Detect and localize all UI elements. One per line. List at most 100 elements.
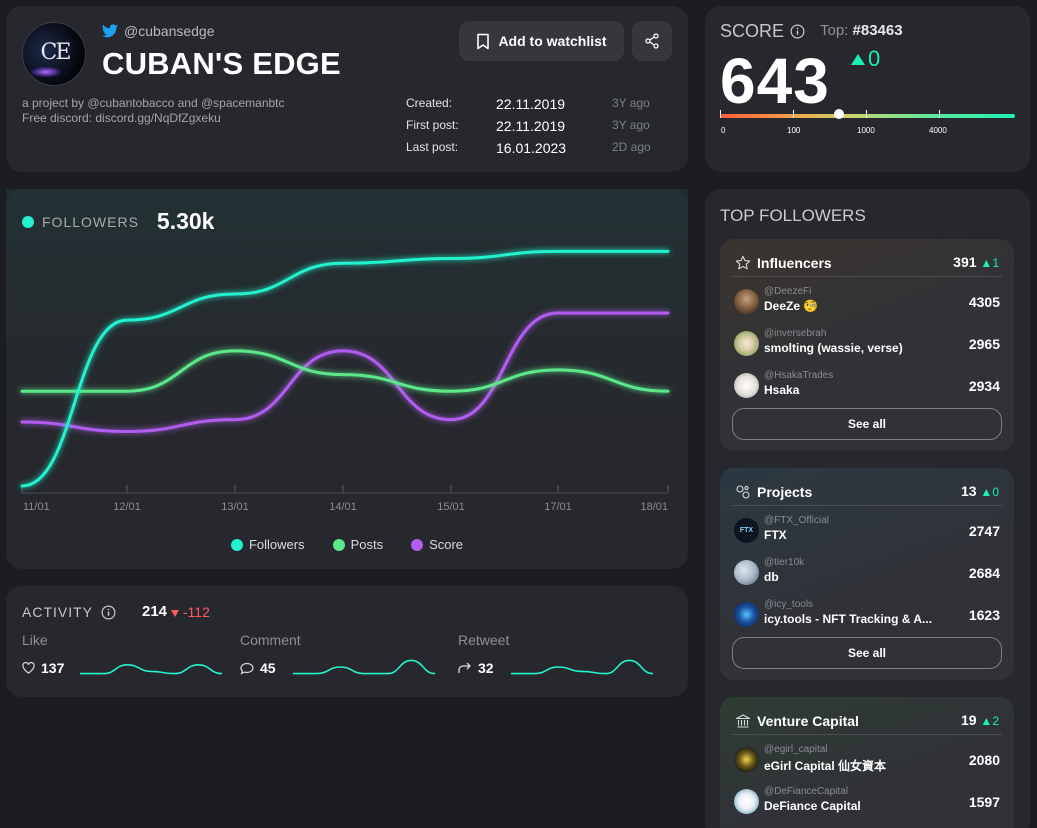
follower-handle: @HsakaTrades [764, 370, 834, 381]
created-label: Created: [406, 96, 453, 110]
comment-sparkline [292, 659, 436, 675]
sparkline-path [292, 659, 436, 675]
series-line-followers [20, 249, 670, 488]
chart-background [6, 189, 688, 489]
activity-header: ACTIVITY [22, 604, 116, 620]
legend-score[interactable]: Score [411, 537, 463, 552]
twitter-handle[interactable]: @cubansedge [102, 23, 215, 39]
divider [732, 276, 1002, 277]
followers-header: FOLLOWERS 5.30k [22, 208, 214, 235]
see-all-button[interactable]: See all [732, 637, 1002, 669]
score-delta-value: 0 [868, 46, 881, 71]
like-label: Like [22, 632, 48, 648]
legend-label: Posts [350, 537, 384, 552]
scale-tick [866, 110, 867, 118]
scale-tick [720, 110, 721, 118]
follower-name: FTX [764, 528, 787, 542]
avatar-text: CE [40, 40, 72, 65]
comment-label: Comment [240, 632, 301, 648]
follower-row[interactable]: FTX @FTX_Official FTX 2747 [734, 514, 1000, 550]
retweet-count-value: 32 [478, 660, 494, 676]
follower-row[interactable]: @icy_tools icy.tools - NFT Tracking & A.… [734, 598, 1000, 634]
top-rank-label: Top: [820, 22, 849, 39]
follower-handle: @inversebrah [764, 328, 827, 339]
follower-row[interactable]: @DeFianceCapital DeFiance Capital 1597 [734, 785, 1000, 821]
add-to-watchlist-button[interactable]: Add to watchlist [459, 21, 624, 61]
description-line-1: a project by @cubantobacco and @spaceman… [22, 96, 285, 110]
share-icon [645, 33, 659, 49]
divider [732, 734, 1002, 735]
follower-handle: @DeFianceCapital [764, 786, 849, 797]
retweet-icon [458, 662, 471, 673]
follower-score: 2747 [968, 523, 1000, 539]
comment-icon [240, 662, 254, 675]
first-post-row: First post: 22.11.2019 3Y ago [406, 116, 666, 138]
activity-comment: Comment 45 [240, 632, 440, 692]
x-tick-label: 12/01 [113, 501, 141, 513]
avatar [734, 331, 759, 356]
heart-icon [22, 662, 35, 674]
last-post-ago: 2D ago [612, 140, 651, 154]
x-tick-label: 15/01 [437, 501, 465, 513]
x-tick-label: 17/01 [544, 501, 572, 513]
bookmark-icon [477, 33, 490, 49]
group-count-value: 19 [960, 712, 977, 728]
follower-score: 2080 [968, 752, 1000, 768]
top-rank: Top: #83463 [820, 22, 903, 39]
info-icon[interactable] [101, 605, 116, 620]
legend-posts[interactable]: Posts [332, 537, 384, 552]
legend-dot [411, 538, 424, 551]
legend-followers[interactable]: Followers [230, 537, 305, 552]
follower-score: 1597 [968, 794, 1000, 810]
group-delta-value: 1 [992, 256, 999, 270]
follower-score: 2684 [968, 565, 1000, 581]
follower-name: smolting (wassie, verse) [764, 341, 903, 355]
top-followers-card: TOP FOLLOWERS Influencers 391 ▲1 @DeezeF… [705, 189, 1030, 828]
info-icon[interactable] [790, 24, 805, 39]
score-label-text: SCORE [720, 21, 785, 41]
comment-count: 45 [240, 660, 276, 676]
star-icon [735, 255, 751, 270]
group-delta-value: 0 [992, 485, 999, 499]
followers-chart-card: 11/01 12/01 13/01 14/01 15/01 17/01 18/01 FOLL… [6, 189, 688, 569]
x-tick-label: 18/01 [640, 501, 668, 513]
follower-row[interactable]: @egirl_capital eGirl Capital 仙女資本 2080 [734, 743, 1000, 779]
score-label: SCORE [720, 21, 805, 42]
x-tick-label: 14/01 [329, 501, 357, 513]
follower-handle: @FTX_Official [764, 515, 829, 526]
activity-card: ACTIVITY 214 -112 Like 137 Comment 45 Re… [6, 586, 688, 697]
group-name: Venture Capital [757, 713, 859, 729]
profile-card: CE @cubansedge CUBAN'S EDGE a project by… [6, 6, 688, 172]
top-followers-title: TOP FOLLOWERS [720, 206, 866, 225]
avatar [734, 789, 759, 814]
scale-label: 100 [787, 126, 801, 135]
follower-handle: @egirl_capital [764, 744, 828, 755]
share-button[interactable] [632, 21, 672, 61]
sparkline-path [510, 659, 654, 675]
follower-row[interactable]: @HsakaTrades Hsaka 2934 [734, 369, 1000, 405]
first-post-label: First post: [406, 118, 459, 132]
group-header: Influencers 391 ▲1 [735, 251, 999, 275]
follower-handle: @tier10k [764, 557, 805, 568]
legend-dot [230, 538, 243, 551]
scale-tick [793, 110, 794, 118]
follower-name: Hsaka [764, 383, 800, 397]
see-all-button[interactable]: See all [732, 408, 1002, 440]
like-count-value: 137 [41, 660, 65, 676]
followers-dot [22, 215, 34, 228]
follower-row[interactable]: @DeezeFi DeeZe 🧐 4305 [734, 285, 1000, 321]
avatar: FTX [734, 518, 759, 543]
legend-label: Followers [248, 537, 305, 552]
follower-name: DeFiance Capital [764, 799, 861, 813]
follower-score: 1623 [968, 607, 1000, 623]
created-row: Created: 22.11.2019 3Y ago [406, 94, 666, 116]
like-count: 137 [22, 660, 64, 676]
handle-text: @cubansedge [124, 23, 215, 39]
follower-row[interactable]: @tier10k db 2684 [734, 556, 1000, 592]
avatar [734, 602, 759, 627]
follower-row[interactable]: @inversebrah smolting (wassie, verse) 29… [734, 327, 1000, 363]
group-name: Projects [757, 484, 813, 500]
follower-score: 4305 [968, 294, 1000, 310]
retweet-label: Retweet [458, 632, 510, 648]
followers-value: 5.30k [156, 208, 215, 234]
